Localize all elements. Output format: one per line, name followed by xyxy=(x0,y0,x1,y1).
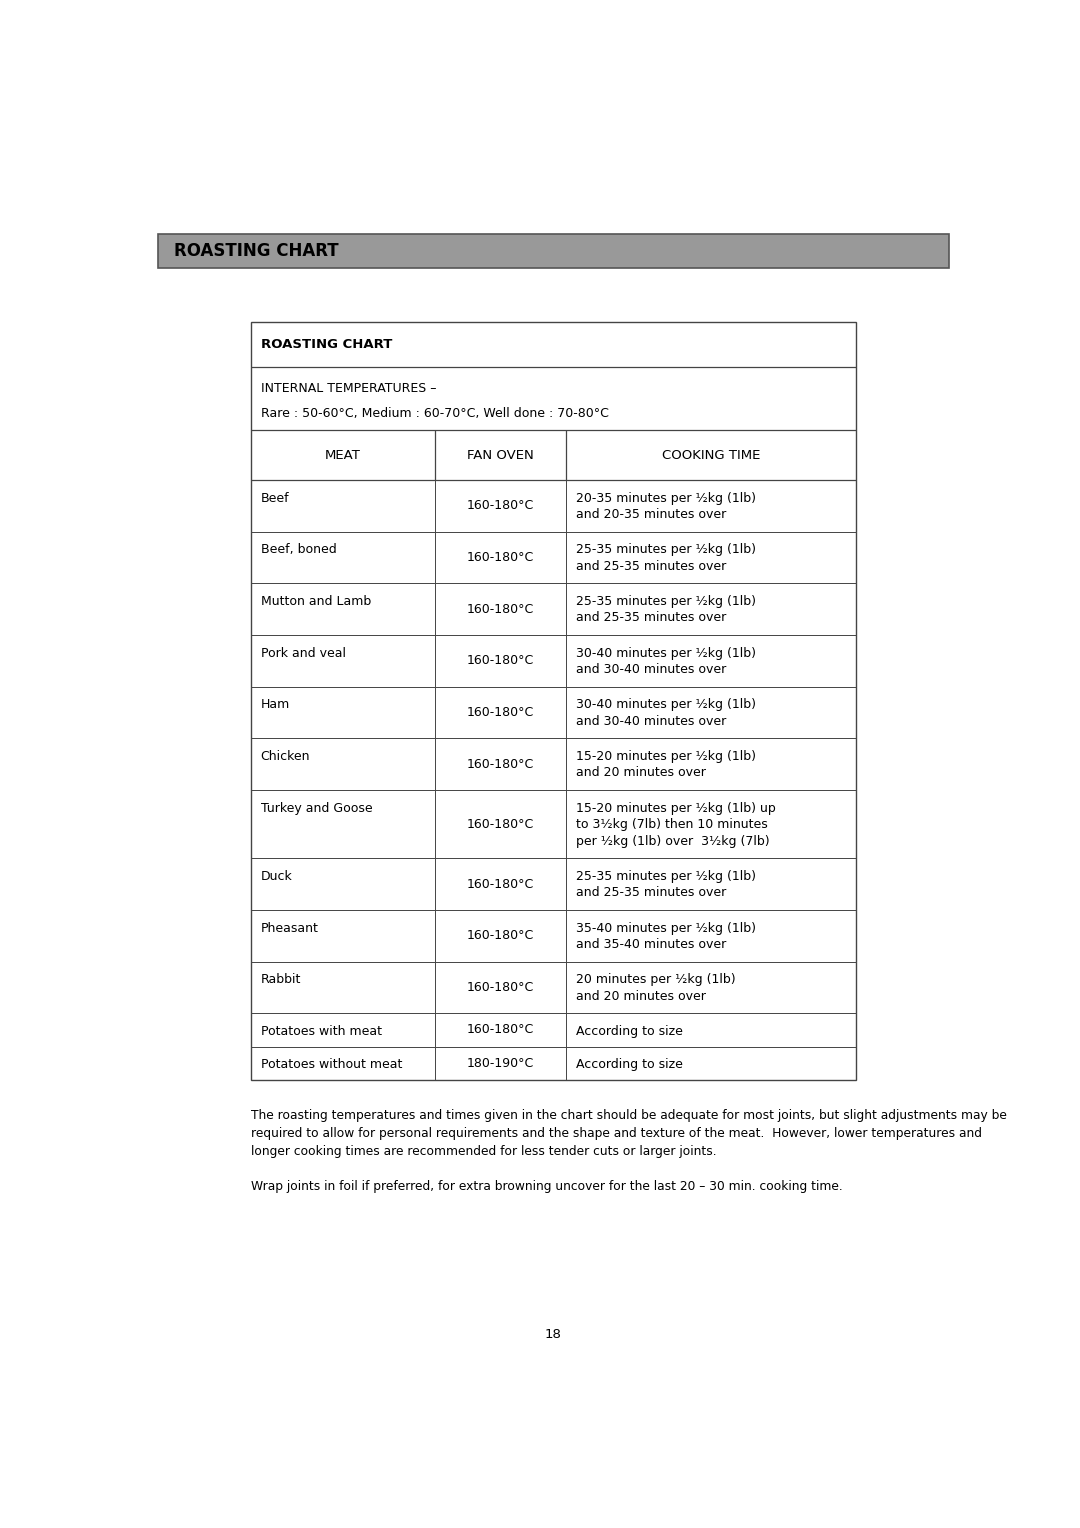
Text: Potatoes with meat: Potatoes with meat xyxy=(260,1025,381,1038)
Text: 180-190°C: 180-190°C xyxy=(467,1057,535,1070)
Text: INTERNAL TEMPERATURES –: INTERNAL TEMPERATURES – xyxy=(260,382,436,396)
Text: Beef, boned: Beef, boned xyxy=(260,544,336,556)
Text: 160-180°C: 160-180°C xyxy=(467,758,535,770)
Text: Chicken: Chicken xyxy=(260,750,310,762)
Text: 30-40 minutes per ½kg (1lb)
and 30-40 minutes over: 30-40 minutes per ½kg (1lb) and 30-40 mi… xyxy=(576,698,756,727)
Text: 20-35 minutes per ½kg (1lb)
and 20-35 minutes over: 20-35 minutes per ½kg (1lb) and 20-35 mi… xyxy=(576,492,756,521)
Text: 25-35 minutes per ½kg (1lb)
and 25-35 minutes over: 25-35 minutes per ½kg (1lb) and 25-35 mi… xyxy=(576,544,756,573)
Text: 35-40 minutes per ½kg (1lb)
and 35-40 minutes over: 35-40 minutes per ½kg (1lb) and 35-40 mi… xyxy=(576,921,756,950)
Text: Ham: Ham xyxy=(260,698,289,712)
Text: The roasting temperatures and times given in the chart should be adequate for mo: The roasting temperatures and times give… xyxy=(251,1109,1007,1158)
Text: Beef: Beef xyxy=(260,492,289,504)
Text: FAN OVEN: FAN OVEN xyxy=(468,449,534,461)
Text: COOKING TIME: COOKING TIME xyxy=(662,449,760,461)
Text: 160-180°C: 160-180°C xyxy=(467,877,535,891)
Text: 20 minutes per ½kg (1lb)
and 20 minutes over: 20 minutes per ½kg (1lb) and 20 minutes … xyxy=(576,973,735,1002)
Text: ROASTING CHART: ROASTING CHART xyxy=(174,241,338,260)
Text: 160-180°C: 160-180°C xyxy=(467,552,535,564)
Text: 160-180°C: 160-180°C xyxy=(467,500,535,512)
Text: Turkey and Goose: Turkey and Goose xyxy=(260,802,373,814)
Text: According to size: According to size xyxy=(576,1025,683,1038)
Text: 15-20 minutes per ½kg (1lb) up
to 3½kg (7lb) then 10 minutes
per ½kg (1lb) over : 15-20 minutes per ½kg (1lb) up to 3½kg (… xyxy=(576,802,775,848)
Text: 160-180°C: 160-180°C xyxy=(467,654,535,668)
Text: Rabbit: Rabbit xyxy=(260,973,301,986)
Text: MEAT: MEAT xyxy=(325,449,361,461)
Text: Pork and veal: Pork and veal xyxy=(260,646,346,660)
Text: According to size: According to size xyxy=(576,1059,683,1071)
Text: 160-180°C: 160-180°C xyxy=(467,981,535,993)
Text: 25-35 minutes per ½kg (1lb)
and 25-35 minutes over: 25-35 minutes per ½kg (1lb) and 25-35 mi… xyxy=(576,869,756,900)
Bar xyxy=(251,322,856,1080)
Text: 160-180°C: 160-180°C xyxy=(467,1024,535,1036)
Text: 160-180°C: 160-180°C xyxy=(467,706,535,718)
Text: Mutton and Lamb: Mutton and Lamb xyxy=(260,594,370,608)
Text: 15-20 minutes per ½kg (1lb)
and 20 minutes over: 15-20 minutes per ½kg (1lb) and 20 minut… xyxy=(576,750,756,779)
Text: 160-180°C: 160-180°C xyxy=(467,929,535,943)
Text: 160-180°C: 160-180°C xyxy=(467,602,535,616)
Text: 30-40 minutes per ½kg (1lb)
and 30-40 minutes over: 30-40 minutes per ½kg (1lb) and 30-40 mi… xyxy=(576,646,756,675)
Text: Duck: Duck xyxy=(260,869,293,883)
Text: Pheasant: Pheasant xyxy=(260,921,319,935)
Text: Potatoes without meat: Potatoes without meat xyxy=(260,1059,402,1071)
Text: 25-35 minutes per ½kg (1lb)
and 25-35 minutes over: 25-35 minutes per ½kg (1lb) and 25-35 mi… xyxy=(576,594,756,625)
Text: Rare : 50-60°C, Medium : 60-70°C, Well done : 70-80°C: Rare : 50-60°C, Medium : 60-70°C, Well d… xyxy=(260,406,608,420)
Text: 160-180°C: 160-180°C xyxy=(467,817,535,831)
Text: Wrap joints in foil if preferred, for extra browning uncover for the last 20 – 3: Wrap joints in foil if preferred, for ex… xyxy=(251,1180,842,1193)
Bar xyxy=(159,234,948,267)
Text: ROASTING CHART: ROASTING CHART xyxy=(260,338,392,351)
Text: 18: 18 xyxy=(545,1328,562,1340)
